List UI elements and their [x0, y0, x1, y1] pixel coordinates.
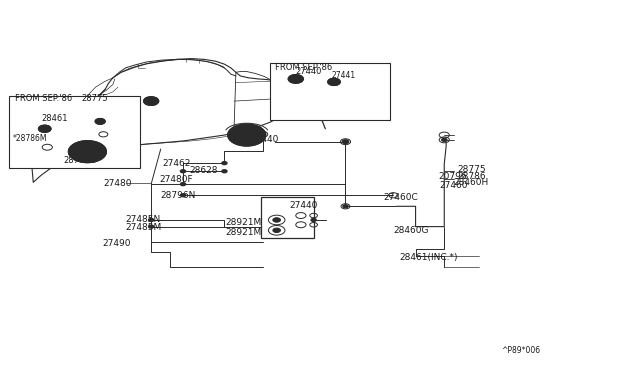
Circle shape — [228, 124, 266, 146]
Circle shape — [143, 97, 159, 106]
Text: ^P89*006: ^P89*006 — [502, 346, 541, 355]
Circle shape — [222, 161, 227, 164]
Text: 27460: 27460 — [440, 181, 468, 190]
Text: 27460C: 27460C — [384, 193, 419, 202]
Text: 28775: 28775 — [457, 165, 486, 174]
Circle shape — [342, 140, 349, 144]
Circle shape — [260, 133, 265, 136]
Text: 28921M: 28921M — [226, 218, 262, 227]
Circle shape — [311, 218, 316, 221]
Text: 28460G: 28460G — [394, 226, 429, 235]
Circle shape — [273, 228, 280, 232]
Text: 27440: 27440 — [289, 201, 318, 210]
Circle shape — [180, 194, 186, 197]
Text: 28460H: 28460H — [454, 178, 489, 187]
Text: 27440: 27440 — [250, 135, 278, 144]
Text: 27485N: 27485N — [125, 215, 161, 224]
Text: 27485M: 27485M — [125, 223, 162, 232]
Bar — [270, 63, 390, 119]
Text: 28796N: 28796N — [161, 191, 196, 200]
Text: *28786M: *28786M — [13, 134, 47, 142]
Bar — [9, 96, 140, 168]
Circle shape — [38, 125, 51, 132]
Text: 28461(INC.*): 28461(INC.*) — [399, 253, 458, 263]
Text: 28921M: 28921M — [226, 228, 262, 237]
Text: 27440: 27440 — [296, 67, 322, 76]
Circle shape — [180, 170, 186, 173]
Circle shape — [343, 205, 348, 208]
Text: 20796: 20796 — [438, 172, 467, 181]
Text: 28461: 28461 — [41, 114, 67, 123]
Circle shape — [273, 218, 280, 222]
Circle shape — [68, 141, 106, 163]
Text: 27480F: 27480F — [159, 175, 193, 184]
Text: 28775: 28775 — [81, 94, 108, 103]
Text: FROM SEP.'86: FROM SEP.'86 — [275, 62, 333, 72]
Circle shape — [328, 78, 340, 86]
Text: 28628: 28628 — [189, 166, 218, 175]
Text: 27462: 27462 — [162, 158, 190, 168]
Circle shape — [95, 118, 105, 124]
Circle shape — [148, 218, 154, 221]
Circle shape — [180, 183, 186, 186]
Circle shape — [288, 74, 303, 83]
Polygon shape — [32, 59, 291, 182]
Text: 28786: 28786 — [457, 172, 486, 181]
Bar — [261, 197, 314, 238]
Circle shape — [148, 225, 154, 228]
Text: 27490: 27490 — [102, 239, 131, 248]
Text: FROM SEP.'86: FROM SEP.'86 — [15, 94, 73, 103]
Text: 28770A: 28770A — [64, 156, 96, 166]
Text: 27480: 27480 — [103, 179, 132, 187]
Circle shape — [222, 170, 227, 173]
Text: 27441: 27441 — [332, 71, 356, 80]
Circle shape — [442, 138, 447, 141]
